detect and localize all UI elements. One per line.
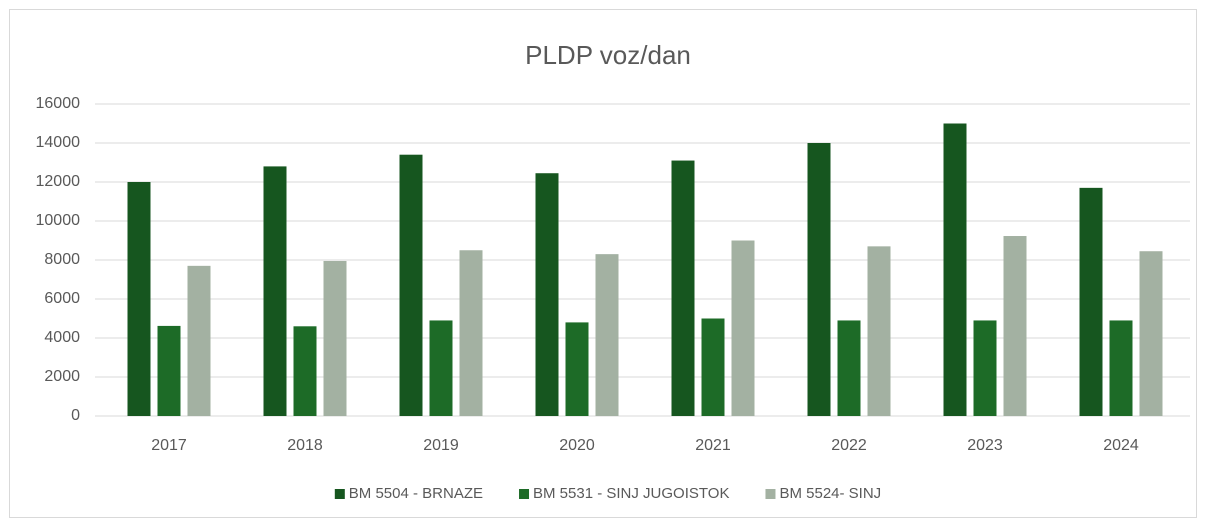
x-tick-label: 2021 xyxy=(695,437,731,454)
bar xyxy=(731,240,755,416)
bar xyxy=(293,326,317,416)
legend-label: BM 5531 - SINJ JUGOISTOK xyxy=(533,485,729,502)
y-tick-label: 2000 xyxy=(44,368,80,385)
x-tick-label: 2023 xyxy=(967,437,1003,454)
legend-swatch xyxy=(765,489,776,499)
chart-title: PLDP voz/dan xyxy=(525,40,691,70)
bar xyxy=(1003,236,1027,416)
y-tick-label: 16000 xyxy=(36,95,81,112)
bar xyxy=(807,143,831,416)
legend-label: BM 5504 - BRNAZE xyxy=(349,485,483,502)
x-tick-label: 2024 xyxy=(1103,437,1139,454)
bar xyxy=(535,173,559,416)
bar xyxy=(187,265,211,416)
x-tick-label: 2020 xyxy=(559,437,595,454)
x-tick-label: 2019 xyxy=(423,437,459,454)
bar xyxy=(973,320,997,416)
y-tick-label: 0 xyxy=(71,407,80,424)
legend-label: BM 5524- SINJ xyxy=(779,485,881,502)
y-tick-label: 14000 xyxy=(36,134,81,151)
bar xyxy=(671,160,695,416)
bar xyxy=(429,320,453,416)
x-tick-label: 2022 xyxy=(831,437,867,454)
y-tick-label: 12000 xyxy=(36,173,81,190)
x-tick-label: 2017 xyxy=(151,437,187,454)
bar xyxy=(263,166,287,416)
bar xyxy=(1109,320,1133,416)
bar xyxy=(701,318,725,416)
x-tick-label: 2018 xyxy=(287,437,323,454)
y-tick-label: 6000 xyxy=(44,290,80,307)
bar xyxy=(323,260,347,416)
bar xyxy=(867,246,891,416)
y-tick-label: 10000 xyxy=(36,212,81,229)
bar xyxy=(837,320,861,416)
legend-swatch xyxy=(334,489,345,499)
bar xyxy=(595,254,619,416)
bar xyxy=(127,182,151,416)
bar xyxy=(565,322,589,416)
bar xyxy=(1139,251,1163,416)
bar xyxy=(399,154,423,416)
bar xyxy=(459,250,483,416)
y-tick-label: 8000 xyxy=(44,251,80,268)
bar xyxy=(157,325,181,416)
bar xyxy=(943,123,967,416)
bar xyxy=(1079,187,1103,416)
legend-swatch xyxy=(519,489,530,499)
y-tick-label: 4000 xyxy=(44,329,80,346)
